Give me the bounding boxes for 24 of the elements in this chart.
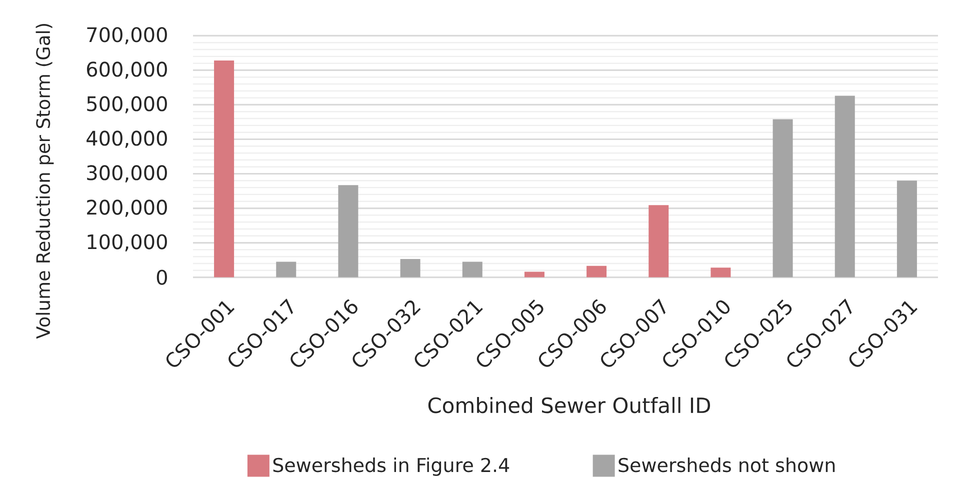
y-axis-title: Volume Reduction per Storm (Gal)	[36, 24, 54, 339]
bar	[462, 262, 482, 278]
bar	[214, 60, 234, 278]
y-tick-label: 100,000	[88, 234, 167, 252]
legend-label: Sewersheds not shown	[618, 458, 835, 472]
bar	[896, 180, 917, 278]
bar	[834, 96, 855, 278]
y-tick-label: 600,000	[86, 62, 167, 79]
y-tick-label: 400,000	[86, 130, 167, 148]
y-tick-label: 700,000	[87, 27, 167, 44]
bar	[276, 262, 296, 278]
bar	[524, 272, 544, 278]
bar	[400, 259, 420, 278]
y-tick-label: 500,000	[87, 96, 167, 114]
bar	[338, 185, 358, 278]
bar	[648, 205, 669, 278]
bar	[772, 119, 793, 278]
y-tick-label: 0	[156, 270, 167, 285]
bar	[586, 266, 607, 278]
y-tick-label: 200,000	[87, 200, 167, 217]
bar	[710, 268, 731, 278]
y-tick-label: 300,000	[87, 165, 167, 182]
legend-label: Sewersheds in Figure 2.4	[273, 458, 510, 476]
x-axis-title: Combined Sewer Outfall ID	[428, 396, 710, 414]
